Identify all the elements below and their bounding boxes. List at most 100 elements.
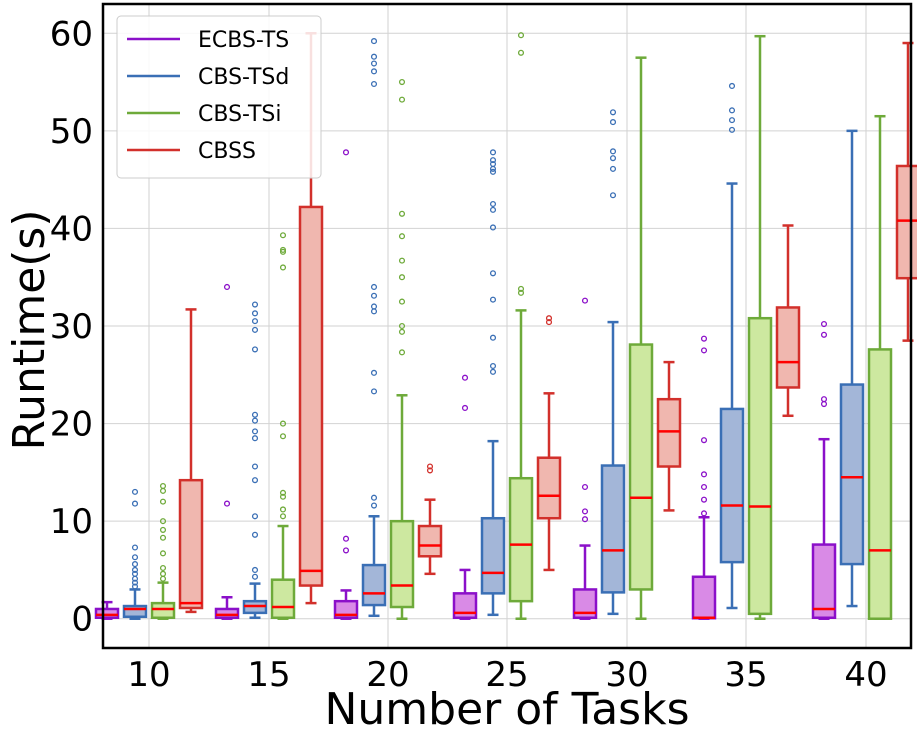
outlier-point [159,526,167,533]
outlier-point [820,396,828,403]
box-ecbs-ts-35 [691,335,717,620]
outlier-point [131,561,139,568]
outlier-point [517,49,525,56]
box-cbs-tsd-20 [361,38,387,618]
legend: ECBS-TS CBS-TSd CBS-TSi CBSS [116,15,322,179]
outlier-point [370,68,378,75]
outlier-point [489,334,497,341]
outlier-point [489,270,497,277]
outlier-point [223,283,231,291]
outlier-point [131,579,139,586]
outlier-point [609,119,617,126]
outlier-point [159,482,167,490]
outlier-point [489,200,497,208]
box-iqr [628,343,654,591]
outlier-point [251,417,259,424]
box-iqr [389,519,415,609]
box-ecbs-ts-30 [572,297,598,620]
outlier-point [279,493,287,500]
outlier-point [131,488,139,495]
outlier-point [370,80,378,88]
outlier-point [609,109,617,116]
outlier-point [728,82,736,90]
outlier-point [517,285,525,292]
legend-item-cbs-tsd: CBS-TSd [127,65,289,90]
outlier-point [728,107,736,114]
outlier-point [251,326,259,333]
outlier-point [700,471,708,478]
outlier-point [820,331,828,338]
axis-ticks: 0 10 20 30 40 50 60 10 15 20 25 30 35 40 [50,14,888,695]
x-axis-label: Number of Tasks [324,684,689,735]
legend-frame [116,15,322,179]
box-iqr [839,383,865,566]
outlier-point [700,496,708,503]
x-tick-label: 15 [247,655,290,695]
legend-item-ecbs-ts: ECBS-TS [127,28,289,53]
box-cbs-tsd-40 [839,129,865,608]
outlier-point [398,274,406,281]
legend-item-cbss: CBSS [127,139,256,164]
outlier-point [581,516,589,523]
outlier-point [131,570,139,577]
outlier-point [398,349,406,356]
outlier-point [398,257,406,264]
outlier-point [279,506,287,513]
outlier-point [609,155,617,162]
outlier-point [159,550,167,557]
outlier-point [251,463,259,470]
plot-frame [101,2,913,650]
outlier-point [398,328,406,335]
outlier-point [159,564,167,572]
outlier-point [700,483,708,491]
box-cbs-tsd-25 [480,149,506,617]
box-cbs-tsi-35 [747,34,773,620]
outlier-point [370,53,378,60]
outlier-point [223,500,231,507]
box-cbs-tsd-10 [122,488,148,620]
y-tick-label: 10 [50,502,93,542]
outlier-point [251,318,259,325]
outlier-point [251,531,259,538]
x-tick-label: 20 [366,655,409,695]
outlier-point [545,319,553,326]
outlier-point [251,566,259,573]
outlier-point [370,283,378,291]
outlier-point [370,38,378,45]
outlier-point [461,404,469,412]
outlier-point [131,544,139,551]
outlier-point [489,149,497,156]
box-iqr [895,164,917,280]
y-tick-label: 0 [71,600,93,640]
outlier-point [342,149,350,156]
outlier-point [489,206,497,213]
box-cbss-10 [178,308,204,614]
outlier-point [342,535,350,542]
outlier-point [398,210,406,217]
legend-label: CBSS [198,139,256,164]
outlier-point [489,362,497,370]
outlier-point [398,233,406,240]
outlier-point [820,320,828,328]
box-cbs-tsd-15 [242,301,268,620]
outlier-point [279,246,287,253]
outlier-point [159,534,167,541]
outlier-point [489,157,497,164]
y-tick-label: 20 [50,405,93,445]
outlier-point [581,508,589,515]
outlier-point [251,301,259,308]
box-iqr [480,516,506,595]
box-iqr [691,575,717,620]
outlier-point [581,483,589,491]
box-iqr [508,476,534,603]
box-cbss-35 [775,224,801,418]
outlier-point [279,248,287,255]
outlier-point [728,126,736,133]
box-ecbs-ts-25 [452,374,478,620]
box-cbs-tsd-35 [719,82,745,610]
outlier-point [131,566,139,573]
outlier-point [159,498,167,505]
outlier-point [131,583,139,590]
box-cbs-tsi-15 [270,232,296,620]
